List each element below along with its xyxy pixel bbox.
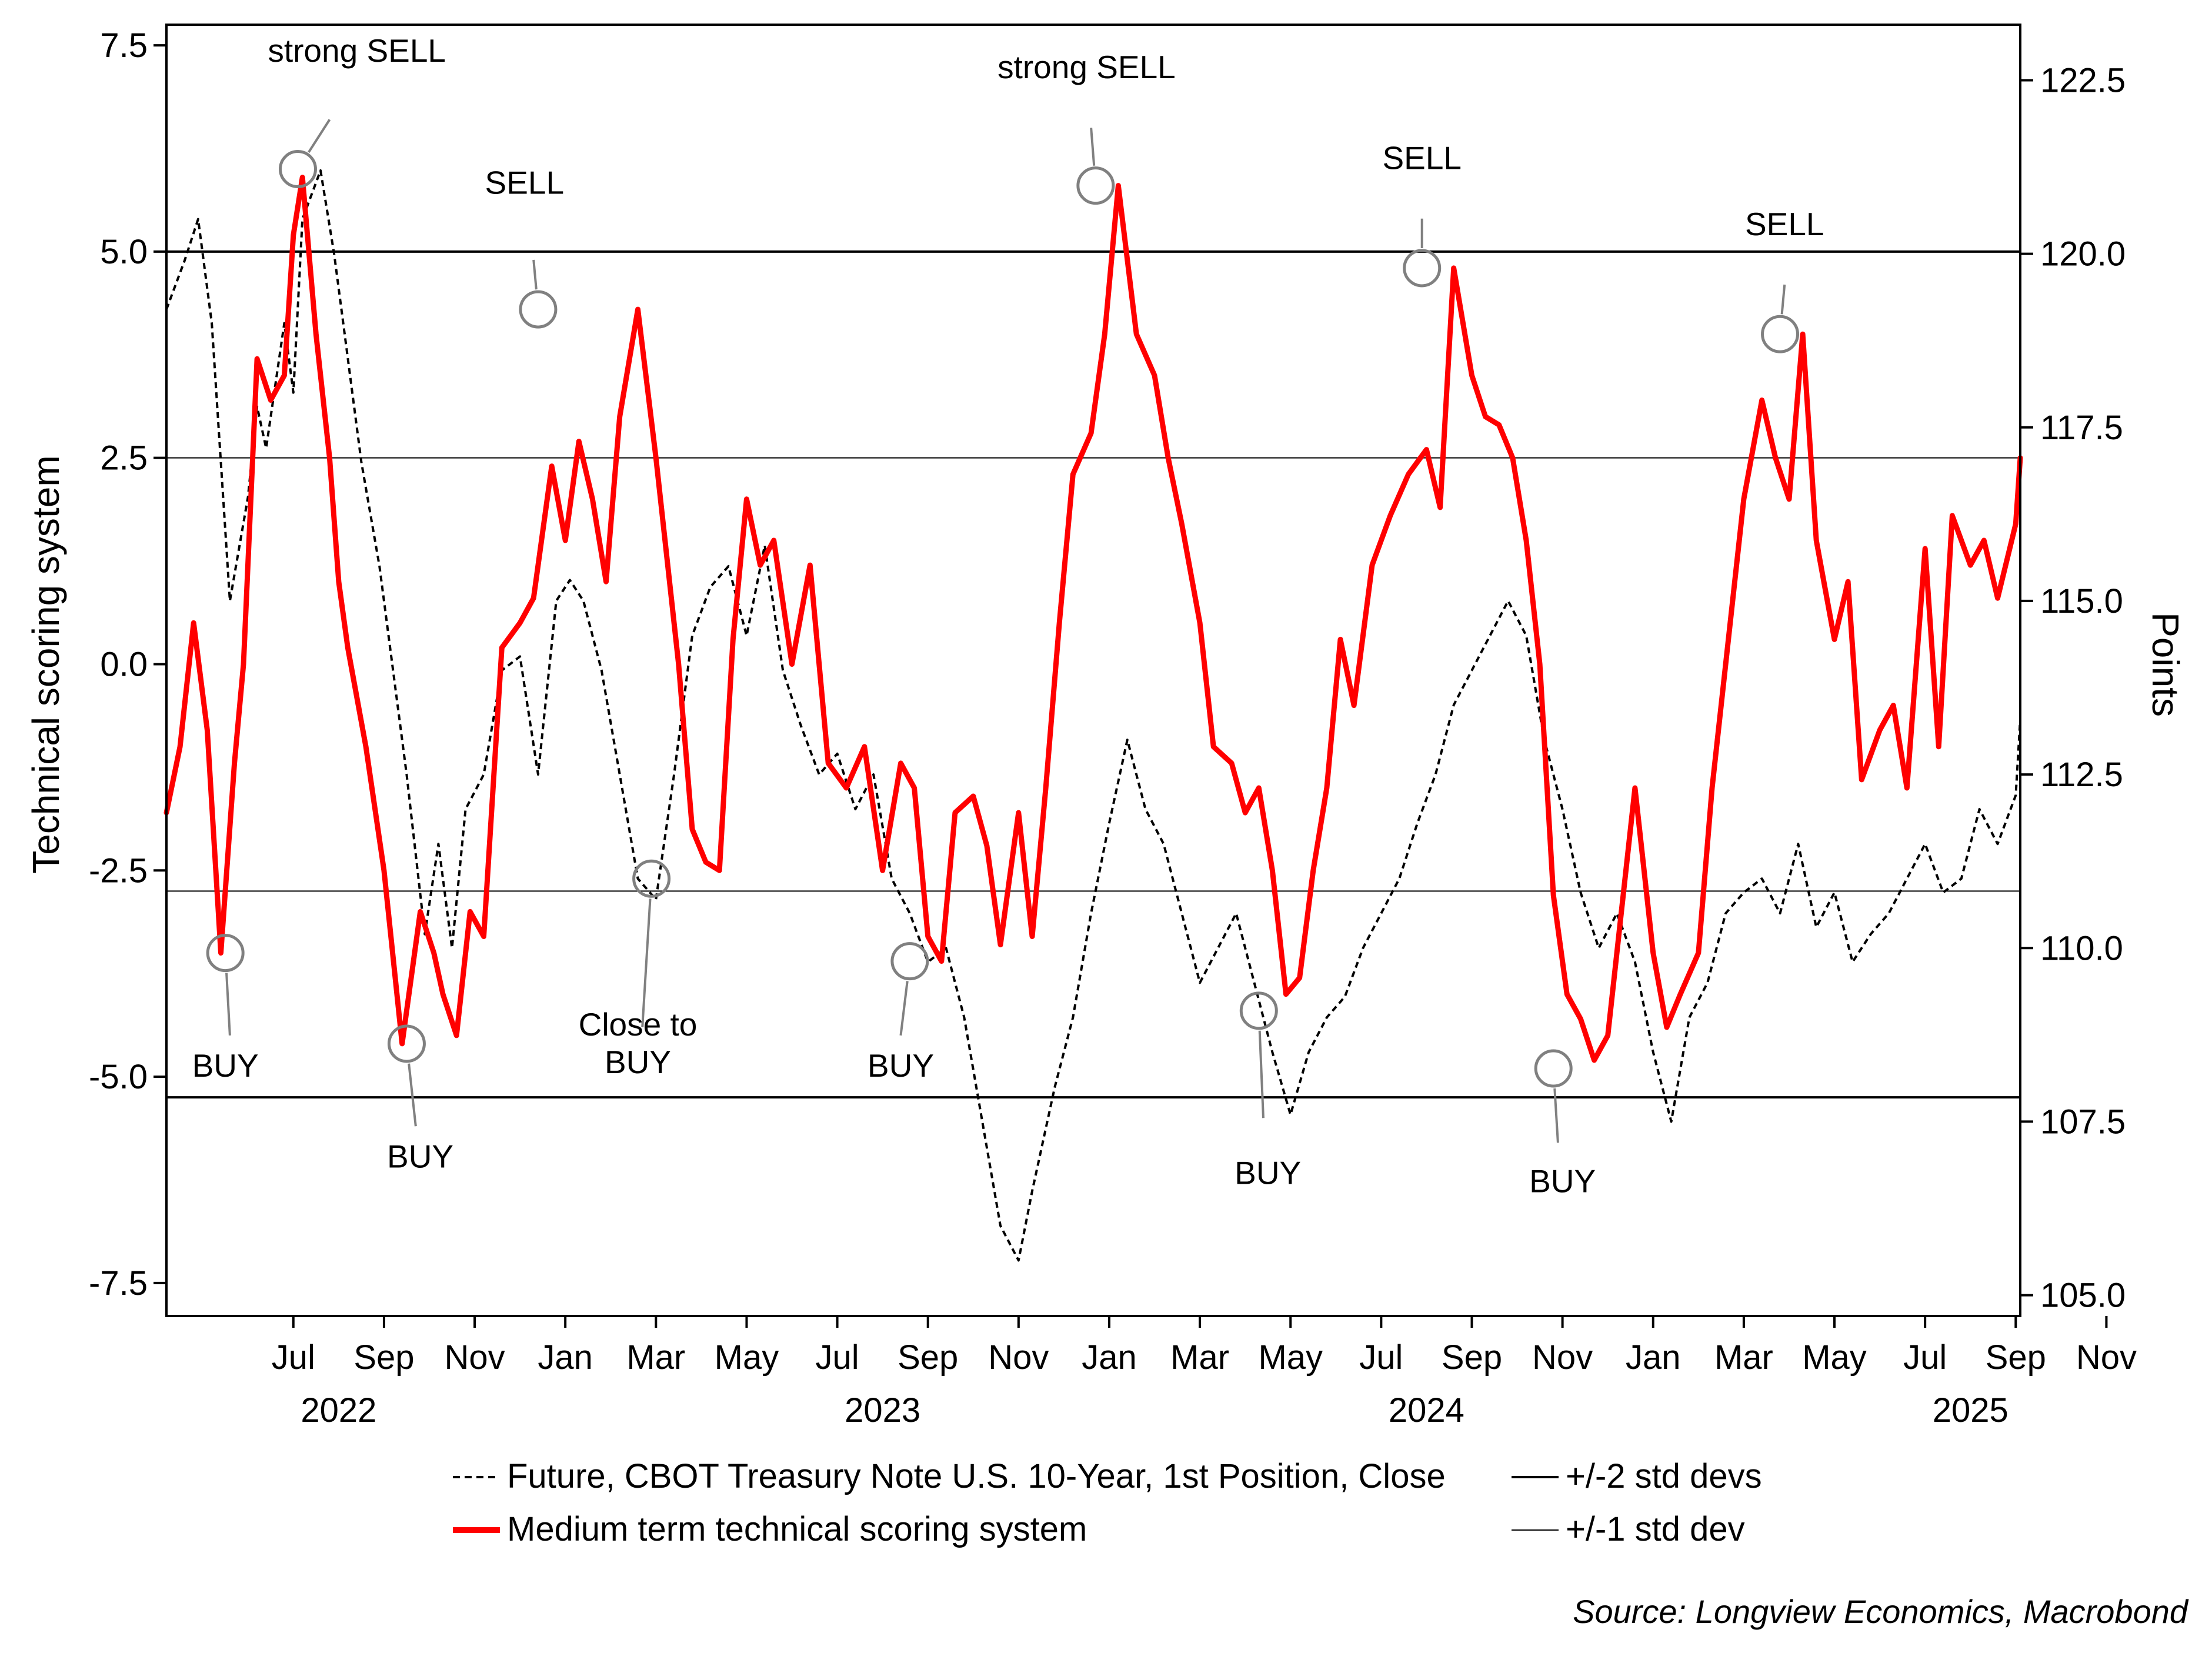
annotation-leader [1090,128,1096,166]
y-left-tick-label: 0.0 [100,645,148,683]
annotation-circle [1403,249,1442,288]
x-month-label: Jan [1082,1338,1137,1377]
annotation-label: SELL [1382,140,1462,176]
technical-score-line [164,175,2023,1063]
legend-label: Future, CBOT Treasury Note U.S. 10-Year,… [507,1457,1446,1495]
x-year-label: 2023 [845,1391,920,1429]
x-month-label: Jul [272,1338,315,1377]
x-month-label: Jan [538,1338,593,1377]
x-month-label: Nov [444,1338,505,1377]
annotation-label: BUY [387,1138,453,1174]
y-right-tick-label: 112.5 [2040,756,2123,794]
annotation-leader [1258,1030,1265,1118]
annotation-label: BUY [1235,1154,1301,1191]
y-left-tick-label: -7.5 [89,1264,148,1302]
annotation-leader [408,1063,417,1127]
x-month-label: Sep [353,1338,414,1377]
x-month-label: Nov [988,1338,1049,1377]
y-left-tick-label: 7.5 [100,26,148,65]
y-right-tick-label: 110.0 [2040,929,2123,967]
source-note: Source: Longview Economics, Macrobond [1573,1593,2189,1630]
x-month-label: Jul [1903,1338,1947,1377]
annotation-leader [1553,1088,1559,1143]
x-month-label: Mar [626,1338,685,1377]
annotation-circle [632,859,671,898]
annotation-circle [206,934,245,973]
x-year-label: 2022 [301,1391,376,1429]
annotation-label: SELL [485,165,565,201]
annotation-circle [519,290,558,329]
legend-label: Medium term technical scoring system [507,1510,1087,1548]
annotation-leader [308,119,331,153]
annotation-label: strong SELL [268,32,446,69]
legend: Future, CBOT Treasury Note U.S. 10-Year,… [453,1457,1762,1548]
annotation-label: BUY [868,1047,934,1084]
annotation-leader [1780,284,1786,315]
x-month-label: Mar [1714,1338,1773,1377]
annotation-circle [1534,1049,1573,1088]
y-right-tick-label: 117.5 [2040,409,2123,447]
x-month-label: Jul [815,1338,859,1377]
x-month-label: May [1802,1338,1867,1377]
x-month-label: Nov [2076,1338,2137,1377]
treasury-future-line [165,169,2021,1262]
x-month-label: Jan [1626,1338,1681,1377]
y-right-tick-label: 115.0 [2040,582,2123,620]
annotation-circle [1761,315,1800,353]
plot-frame [165,24,2021,1317]
annotation-leader [532,259,538,290]
y-right-tick-label: 105.0 [2040,1277,2126,1315]
x-month-label: Mar [1170,1338,1229,1377]
annotation-leader [899,981,909,1036]
x-month-label: Nov [1532,1338,1593,1377]
annotation-leader [641,899,652,1028]
y-left-tick-label: 2.5 [100,439,148,477]
annotation-label: SELL [1745,206,1824,242]
x-month-label: Sep [1986,1338,2046,1377]
x-year-label: 2024 [1389,1391,1464,1429]
x-month-label: May [1258,1338,1323,1377]
annotation-label: BUY [1529,1163,1596,1200]
legend-label: +/-1 std dev [1566,1510,1745,1548]
annotation-label: BUY [192,1047,259,1084]
x-month-label: May [715,1338,779,1377]
y-left-tick-label: 5.0 [100,233,148,271]
annotation-label: Close to BUY [579,1006,698,1080]
legend-label: +/-2 std devs [1566,1457,1762,1495]
annotation-circle [1076,166,1115,205]
x-month-label: Sep [1442,1338,1502,1377]
y-left-tick-label: -2.5 [89,851,148,890]
annotation-label: strong SELL [997,49,1176,85]
y-left-tick-label: -5.0 [89,1058,148,1096]
annotation-circle [278,150,317,189]
x-month-label: Sep [898,1338,958,1377]
annotation-circle [387,1024,426,1063]
annotation-leader [225,973,231,1036]
y-right-tick-label: 120.0 [2040,235,2126,273]
annotation-circle [1239,991,1278,1030]
y-right-title: Points [2144,612,2187,717]
x-year-label: 2025 [1933,1391,2009,1429]
y-right-tick-label: 107.5 [2040,1103,2126,1141]
x-month-label: Jul [1359,1338,1403,1377]
y-left-title: Technical scoring system [25,455,67,873]
annotation-circle [890,942,929,981]
y-right-tick-label: 122.5 [2040,61,2126,99]
